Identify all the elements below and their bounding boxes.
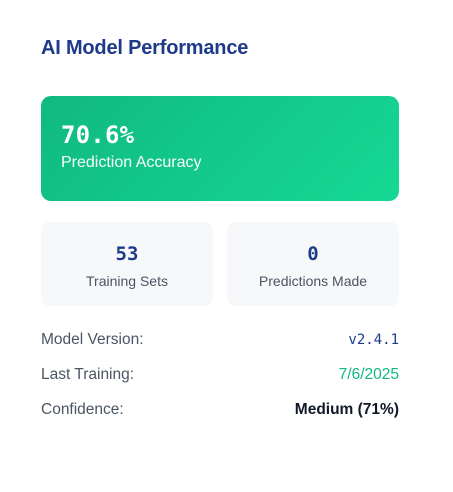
training-sets-label: Training Sets [86,273,168,289]
model-version-value: v2.4.1 [348,332,399,348]
last-training-label: Last Training: [41,366,135,383]
details-list: Model Version: v2.4.1 Last Training: 7/6… [41,331,399,419]
stats-row: 53 Training Sets 0 Predictions Made [41,222,399,306]
predictions-made-value: 0 [307,243,319,265]
confidence-value: Medium (71%) [294,401,399,418]
confidence-label: Confidence: [41,401,124,418]
training-sets-card: 53 Training Sets [41,222,213,306]
model-performance-panel: AI Model Performance 70.6% Prediction Ac… [41,34,399,436]
accuracy-label: Prediction Accuracy [61,154,202,171]
last-training-value: 7/6/2025 [338,366,399,383]
training-sets-value: 53 [115,243,139,265]
model-version-row: Model Version: v2.4.1 [41,331,399,349]
accuracy-value: 70.6% [61,121,135,149]
last-training-row: Last Training: 7/6/2025 [41,366,399,384]
model-version-label: Model Version: [41,331,144,348]
predictions-made-label: Predictions Made [258,273,368,289]
predictions-made-card: 0 Predictions Made [227,222,399,306]
accuracy-card: 70.6% Prediction Accuracy [41,96,399,201]
confidence-row: Confidence: Medium (71%) [41,401,399,419]
page-title: AI Model Performance [41,37,249,59]
